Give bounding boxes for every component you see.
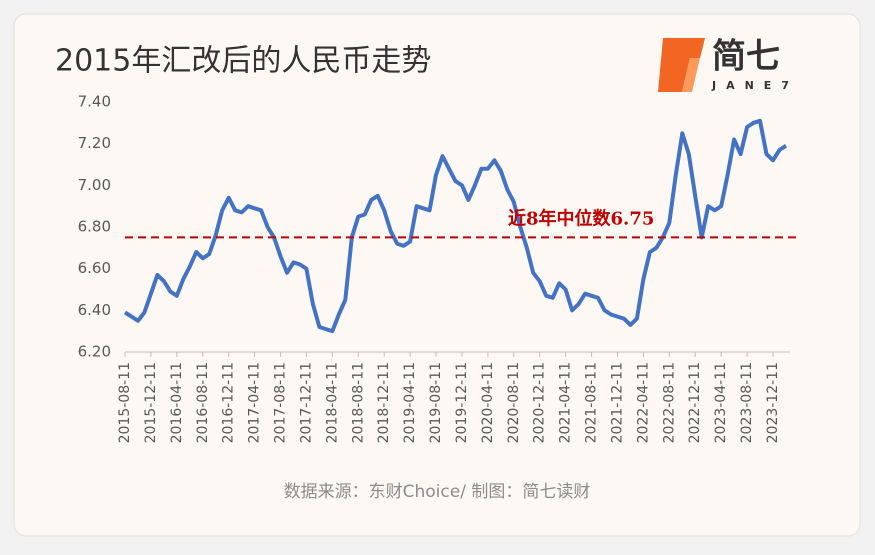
y-tick-label: 6.20 [78, 343, 111, 361]
chart-title: 2015年汇改后的人民币走势 [55, 44, 431, 79]
x-tick-label: 2016-12-11 [221, 362, 237, 443]
logo-text: 简七 [712, 37, 780, 77]
x-tick-label: 2020-04-11 [480, 362, 496, 443]
x-tick-label: 2022-04-11 [635, 362, 651, 443]
x-tick-label: 2016-08-11 [195, 362, 211, 443]
x-tick-label: 2016-04-11 [169, 362, 185, 443]
x-tick-label: 2017-12-11 [298, 362, 314, 443]
y-tick-label: 6.40 [78, 301, 111, 319]
y-tick-label: 6.60 [78, 259, 111, 277]
x-tick-label: 2017-08-11 [273, 362, 289, 443]
x-tick-label: 2021-04-11 [558, 362, 574, 443]
x-tick-label: 2023-12-11 [765, 362, 781, 443]
y-tick-label: 7.20 [78, 134, 111, 152]
x-tick-label: 2015-12-11 [143, 362, 159, 443]
source: 数据来源：东财Choice/ 制图：简七读财 [284, 482, 591, 502]
x-tick-label: 2020-08-11 [506, 362, 522, 443]
x-tick-label: 2020-12-11 [532, 362, 548, 443]
y-tick-label: 7.40 [78, 93, 111, 111]
x-tick-label: 2023-08-11 [739, 362, 755, 443]
card [13, 13, 861, 537]
x-tick-label: 2019-08-11 [428, 362, 444, 443]
line [123, 118, 788, 334]
x-tick-label: 2018-08-11 [350, 362, 366, 443]
x-tick-label: 2019-04-11 [402, 362, 418, 443]
logo-subtext: JANE7 [711, 79, 799, 92]
x-tick-label: 2015-08-11 [117, 362, 133, 443]
reference-label: 近8年中位数6.75 [508, 207, 654, 229]
x-tick-label: 2022-08-11 [661, 362, 677, 443]
y-tick-label: 6.80 [78, 218, 111, 236]
y-tick-label: 7.00 [78, 176, 111, 194]
x-tick-label: 2023-04-11 [713, 362, 729, 443]
x-tick-label: 2021-08-11 [584, 362, 600, 443]
x-tick-label: 2021-12-11 [609, 362, 625, 443]
x-tick-label: 2018-12-11 [376, 362, 392, 443]
x-tick-label: 2022-12-11 [687, 362, 703, 443]
x-tick-label: 2019-12-11 [454, 362, 470, 443]
logo-mark [682, 58, 700, 92]
x-tick-label: 2018-04-11 [324, 362, 340, 443]
x-tick-label: 2017-04-11 [247, 362, 263, 443]
logo-mark [658, 38, 705, 92]
